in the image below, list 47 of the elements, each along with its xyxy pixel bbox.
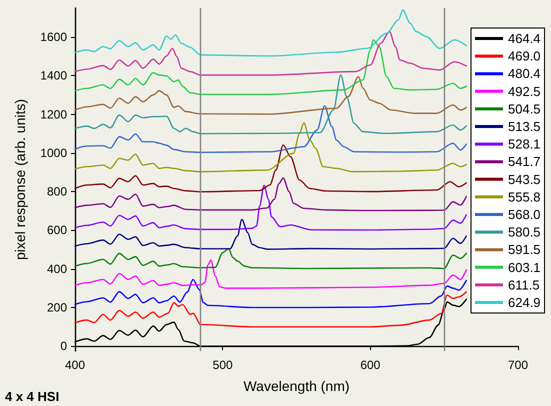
x-tick-label: 400	[64, 358, 86, 372]
legend-label: 568.0	[508, 207, 541, 222]
line-series	[74, 9, 467, 57]
line-series	[74, 259, 467, 289]
y-tick-label: 0	[60, 339, 68, 354]
legend-label: 541.7	[508, 154, 541, 170]
y-tick-label: 200	[46, 300, 68, 315]
legend-label: 543.5	[508, 172, 541, 187]
legend-label: 603.1	[508, 260, 541, 275]
y-tick-label: 1400	[40, 68, 68, 83]
x-tick-label: 500	[212, 358, 233, 372]
line-series	[74, 218, 467, 250]
legend-label: 469.0	[508, 48, 541, 64]
y-tick-label: 600	[46, 223, 68, 238]
x-axis-title: Wavelength (nm)	[243, 378, 350, 394]
line-series	[74, 30, 467, 76]
line-series	[74, 144, 467, 192]
line-series	[74, 184, 467, 231]
y-tick-label: 800	[46, 184, 68, 199]
y-tick-label: 400	[46, 262, 68, 276]
text: 4 x 4 HSI	[5, 389, 60, 404]
line-series	[74, 248, 467, 270]
line-series	[74, 76, 467, 115]
line-series	[74, 177, 467, 212]
legend-label: 591.5	[508, 242, 541, 258]
y-axis-title: pixel response (arb. units)	[12, 98, 28, 260]
line-series	[74, 39, 467, 96]
legend-label: 513.5	[508, 119, 541, 134]
x-tick-label: 700	[508, 358, 528, 372]
legend-label: 504.5	[508, 101, 541, 116]
legend-label: 555.8	[508, 189, 541, 204]
legend-label: 624.9	[508, 295, 541, 310]
line-series	[74, 122, 467, 172]
y-tick-label: 1200	[40, 107, 68, 122]
x-tick-label: 600	[360, 358, 381, 372]
legend-label: 580.5	[508, 224, 541, 240]
legend-label: 528.1	[508, 136, 541, 152]
line-series	[74, 105, 467, 153]
legend-label: 611.5	[508, 277, 540, 292]
legend-label: 464.4	[508, 31, 541, 46]
line-series	[74, 278, 467, 308]
line-series	[74, 74, 467, 134]
y-tick-label: 1600	[40, 30, 68, 44]
y-tick-label: 1000	[40, 146, 68, 160]
line-series	[74, 291, 467, 328]
legend-label: 480.4	[508, 66, 541, 82]
legend-label: 492.5	[508, 84, 541, 99]
